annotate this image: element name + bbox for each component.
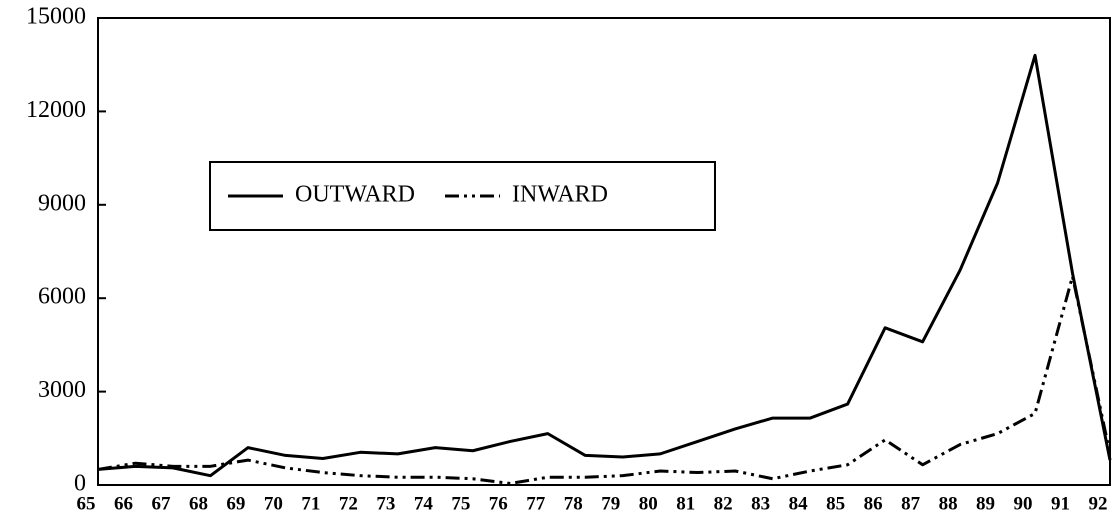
x-tick-label: 91: [1051, 493, 1070, 514]
y-tick-label: 15000: [26, 4, 86, 30]
x-tick-label: 69: [226, 493, 245, 514]
x-tick-label: 83: [751, 493, 770, 514]
line: [97, 53, 1112, 478]
x-tick-label: 88: [939, 493, 958, 514]
x-tick-label: 72: [339, 493, 358, 514]
x-tick-label: 70: [264, 493, 283, 514]
x-tick-label: 74: [414, 493, 434, 514]
x-tick-label: 81: [676, 493, 695, 514]
x-tick-label: 87: [901, 493, 921, 514]
plot-frame: [97, 17, 1111, 486]
x-tick-label: 92: [1089, 493, 1108, 514]
y-tick-label: 12000: [26, 97, 86, 123]
legend-box: [209, 161, 716, 231]
x-tick-label: 73: [376, 493, 395, 514]
line: [97, 274, 1112, 485]
legend-label: OUTWARD: [295, 182, 415, 208]
x-tick-label: 77: [526, 493, 546, 514]
x-tick-label: 78: [564, 493, 583, 514]
x-tick-label: 80: [639, 493, 658, 514]
x-tick-label: 75: [451, 493, 470, 514]
x-tick-label: 84: [789, 493, 809, 514]
legend-label: INWARD: [512, 182, 608, 208]
x-tick-label: 90: [1014, 493, 1033, 514]
y-tick-label: 6000: [38, 284, 86, 310]
x-tick-label: 76: [489, 493, 508, 514]
x-tick-label: 66: [114, 493, 133, 514]
x-tick-label: 82: [714, 493, 733, 514]
x-tick-label: 85: [826, 493, 845, 514]
y-tick-label: 0: [74, 471, 86, 497]
y-tick-label: 9000: [38, 190, 86, 216]
x-tick-label: 68: [189, 493, 208, 514]
x-tick-label: 65: [77, 493, 96, 514]
x-tick-label: 86: [864, 493, 883, 514]
x-tick-label: 79: [601, 493, 620, 514]
x-tick-label: 71: [301, 493, 320, 514]
x-tick-label: 67: [151, 493, 171, 514]
x-tick-label: 89: [976, 493, 995, 514]
y-tick-label: 3000: [38, 377, 86, 403]
